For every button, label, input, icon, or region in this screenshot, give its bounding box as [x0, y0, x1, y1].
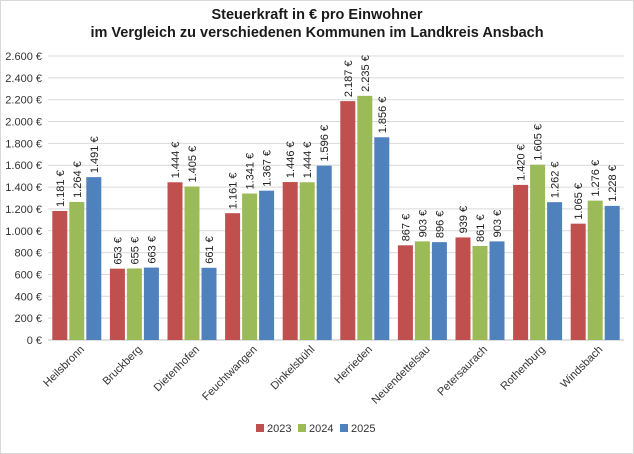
legend-swatch-2024 [298, 424, 306, 432]
y-tick-label: 0 € [27, 335, 42, 347]
bar-2024-windsbach [587, 200, 603, 340]
y-tick-label: 1.200 € [5, 204, 42, 216]
bar-2023-dinkelsbühl [282, 182, 298, 340]
data-label: 867 € [400, 214, 412, 242]
data-label: 1.605 € [533, 124, 545, 161]
category-label: Heilsbronn [41, 344, 87, 390]
y-tick-label: 400 € [14, 291, 42, 303]
legend-label: 2024 [309, 423, 333, 435]
x-axis-category-labels: Heilsbronn Bruckberg DietenhofenFeuchtwang… [41, 344, 605, 407]
data-label: 1.367 € [262, 150, 274, 187]
data-label: 1.161 € [228, 172, 240, 209]
y-tick-label: 2.000 € [5, 117, 42, 129]
bar-2023-neuendettelsau [397, 245, 413, 340]
data-label: 1.276 € [590, 160, 602, 197]
y-tick-label: 600 € [14, 269, 42, 281]
chart-subtitle: im Vergleich zu verschiedenen Kommunen i… [90, 25, 544, 41]
category-label: Bruckberg [101, 344, 145, 388]
bar-2025-petersaurach [489, 241, 505, 340]
bar-2025-rothenburg [547, 202, 563, 340]
legend: 2023 2024 2025 [256, 423, 375, 435]
bar-2023-herrieden [340, 101, 356, 340]
data-label: 1.856 € [377, 97, 389, 134]
bar-2025-windsbach [604, 205, 620, 340]
bar-2024-feuchtwangen [242, 193, 258, 340]
data-label: 1.228 € [607, 165, 619, 202]
category-label: Petersaurach [435, 344, 490, 399]
data-label: 1.341 € [245, 153, 257, 190]
category-label: Rothenburg [499, 344, 548, 393]
bar-2023-bruckberg [109, 268, 125, 340]
chart-title: Steuerkraft in € pro Einwohner [211, 7, 423, 23]
bar-2023-heilsbronn [52, 210, 68, 340]
y-tick-label: 2.200 € [5, 95, 42, 107]
y-tick-label: 800 € [14, 248, 42, 260]
category-label: Neuendettelsau [370, 344, 433, 407]
data-label: 896 € [434, 211, 446, 239]
bars [52, 95, 620, 340]
y-tick-label: 2.400 € [5, 73, 42, 85]
data-label: 1.181 € [55, 170, 67, 207]
bar-2024-dietenhofen [184, 186, 200, 340]
data-label: 1.262 € [550, 161, 562, 198]
y-tick-label: 1.000 € [5, 226, 42, 238]
y-tick-label: 1.600 € [5, 160, 42, 172]
bar-2024-bruckberg [126, 268, 142, 340]
bar-2024-heilsbronn [69, 201, 85, 340]
bar-2023-dietenhofen [167, 182, 183, 340]
category-label: Herrieden [332, 344, 375, 387]
category-label: Dietenhofen [152, 344, 202, 394]
data-label: 939 € [458, 206, 470, 234]
data-label: 1.065 € [573, 183, 585, 220]
data-label: 903 € [492, 210, 504, 238]
bar-2025-dinkelsbühl [316, 165, 332, 340]
data-label: 2.187 € [343, 60, 355, 97]
legend-swatch-2025 [340, 424, 348, 432]
bar-2024-neuendettelsau [414, 241, 430, 340]
bar-2025-dietenhofen [201, 267, 217, 340]
bar-2025-feuchtwangen [259, 190, 275, 340]
legend-label: 2025 [351, 423, 375, 435]
data-label: 655 € [129, 237, 141, 265]
data-label: 2.235 € [360, 55, 372, 92]
data-label: 1.444 € [302, 142, 314, 179]
y-tick-label: 1.800 € [5, 138, 42, 150]
bar-2023-windsbach [570, 223, 586, 340]
bar-2023-rothenburg [513, 184, 529, 340]
data-label: 861 € [475, 214, 487, 242]
data-labels: 1.181 € 1.264 € 1.491 € 653 € 655 € 663 € 1.44… [55, 55, 619, 265]
bar-2024-petersaurach [472, 245, 488, 340]
bar-2025-bruckberg [143, 267, 159, 340]
category-label: Dinkelsbühl [269, 344, 318, 393]
data-label: 903 € [417, 210, 429, 238]
y-axis-tick-labels: 0 € 200 € 400 € 600 € 800 € 1.000 € 1.200 € 1.4… [5, 51, 42, 347]
y-tick-label: 2.600 € [5, 51, 42, 63]
legend-label: 2023 [267, 423, 291, 435]
bar-2025-heilsbronn [86, 177, 102, 340]
chart-title-block: Steuerkraft in € pro Einwohner im Vergle… [0, 6, 634, 42]
bar-2025-neuendettelsau [431, 242, 447, 340]
data-label: 1.444 € [170, 142, 182, 179]
legend-swatch-2023 [256, 424, 264, 432]
data-label: 1.446 € [285, 141, 297, 178]
data-label: 1.405 € [187, 146, 199, 183]
data-label: 653 € [112, 237, 124, 265]
data-label: 1.491 € [89, 136, 101, 173]
y-tick-label: 1.400 € [5, 182, 42, 194]
data-label: 663 € [146, 236, 158, 264]
data-label: 661 € [204, 236, 216, 264]
category-label: Feuchtwangen [200, 344, 260, 404]
bar-2023-feuchtwangen [225, 213, 241, 340]
bar-2023-petersaurach [455, 237, 471, 340]
data-label: 1.420 € [516, 144, 528, 181]
bar-2024-dinkelsbühl [299, 182, 315, 340]
data-label: 1.596 € [319, 125, 331, 162]
bar-2024-herrieden [357, 95, 373, 340]
category-label: Windsbach [558, 344, 605, 391]
bar-2025-herrieden [374, 137, 390, 340]
bar-2024-rothenburg [530, 164, 546, 340]
y-tick-label: 200 € [14, 313, 42, 325]
data-label: 1.264 € [72, 161, 84, 198]
